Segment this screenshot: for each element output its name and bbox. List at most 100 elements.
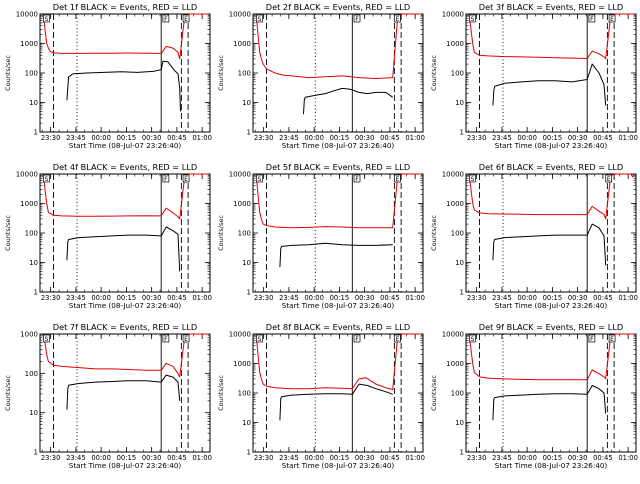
series-line-events — [303, 87, 393, 115]
x-tick-label: 23:30 — [467, 454, 487, 462]
flag-box — [608, 14, 616, 23]
x-tick-label: 01:00 — [618, 454, 638, 462]
x-axis-label: Start Time (08-Jul-07 23:26:40) — [495, 301, 608, 310]
y-tick-label: 100 — [25, 370, 38, 378]
flag-label: F — [590, 336, 594, 343]
x-tick-label: 01:00 — [405, 134, 425, 142]
y-tick-label: 1 — [460, 289, 464, 297]
x-tick-label: 00:45 — [167, 134, 187, 142]
y-axis-label: Counts/sec — [4, 55, 12, 91]
y-tick-label: 100 — [451, 70, 464, 78]
x-tick-label: 00:45 — [167, 454, 187, 462]
x-tick-label: 23:30 — [254, 454, 274, 462]
flag-box — [43, 334, 50, 343]
flag-label: S — [470, 176, 474, 183]
y-tick-label: 1 — [34, 289, 38, 297]
x-tick-label: 00:00 — [304, 294, 324, 302]
plot-frame — [252, 13, 424, 133]
flag-label: F — [164, 16, 168, 23]
flag-box — [469, 174, 476, 183]
x-axis-label: Start Time (08-Jul-07 23:26:40) — [282, 141, 395, 150]
series-line-lld — [468, 173, 635, 220]
flag-label: E — [610, 16, 614, 23]
y-tick-label: 100 — [238, 230, 251, 238]
flag-box — [394, 334, 401, 343]
chart-title: Det 3f BLACK = Events, RED = LLD — [479, 2, 623, 12]
flag-box — [162, 14, 170, 23]
flag-box — [182, 174, 190, 183]
y-tick-label: 10000 — [229, 331, 251, 339]
y-tick-label: 1000 — [233, 40, 251, 48]
x-tick-label: 23:30 — [41, 294, 61, 302]
x-axis-label: Start Time (08-Jul-07 23:26:40) — [282, 461, 395, 470]
x-axis-label: Start Time (08-Jul-07 23:26:40) — [282, 301, 395, 310]
chart-panel-2: Det 2f BLACK = Events, RED = LLD 1 10 100 10… — [217, 2, 425, 150]
x-tick-label: 23:45 — [66, 294, 86, 302]
y-tick-label: 100 — [25, 230, 38, 238]
y-tick-label: 1000 — [233, 360, 251, 368]
y-tick-label: 1000 — [233, 200, 251, 208]
x-tick-label: 00:00 — [304, 454, 324, 462]
x-tick-label: 00:45 — [167, 294, 187, 302]
x-tick-label: 23:30 — [467, 134, 487, 142]
y-tick-label: 10000 — [229, 171, 251, 179]
y-axis-label: Counts/sec — [217, 375, 225, 411]
y-axis-label: Counts/sec — [430, 215, 438, 251]
flag-label: S — [44, 16, 48, 23]
flag-label: E — [184, 336, 188, 343]
x-tick-label: 00:45 — [380, 134, 400, 142]
chart-panel-5: Det 5f BLACK = Events, RED = LLD 1 10 100 10… — [217, 162, 425, 310]
plot-frame — [39, 333, 211, 453]
flag-label: S — [44, 336, 48, 343]
x-axis-label: Start Time (08-Jul-07 23:26:40) — [69, 301, 182, 310]
y-tick-label: 100 — [238, 70, 251, 78]
x-tick-label: 00:00 — [517, 134, 537, 142]
flag-label: S — [470, 336, 474, 343]
chart-title: Det 2f BLACK = Events, RED = LLD — [266, 2, 410, 12]
x-axis-label: Start Time (08-Jul-07 23:26:40) — [495, 461, 608, 470]
flag-label: E — [184, 176, 188, 183]
series-line-events — [279, 383, 393, 421]
flag-label: S — [44, 176, 48, 183]
y-tick-label: 10 — [242, 259, 251, 267]
flag-box — [588, 334, 596, 343]
chart-title: Det 8f BLACK = Events, RED = LLD — [266, 322, 410, 332]
flag-label: S — [257, 176, 261, 183]
y-axis-label: Counts/sec — [217, 215, 225, 251]
x-tick-label: 01:00 — [192, 134, 212, 142]
x-tick-label: 23:30 — [41, 134, 61, 142]
x-tick-label: 23:45 — [279, 454, 299, 462]
y-tick-label: 10000 — [442, 11, 464, 19]
flag-label: E — [395, 16, 399, 23]
x-tick-label: 00:15 — [543, 134, 563, 142]
y-tick-label: 1 — [460, 129, 464, 137]
flag-label: F — [590, 16, 594, 23]
y-tick-label: 10 — [29, 259, 38, 267]
flag-box — [353, 334, 361, 343]
x-axis-label: Start Time (08-Jul-07 23:26:40) — [69, 461, 182, 470]
series-line-lld — [42, 333, 209, 378]
plot-frame — [465, 13, 637, 133]
series-line-lld — [468, 333, 635, 381]
x-tick-label: 01:00 — [618, 294, 638, 302]
x-tick-label: 00:30 — [568, 294, 588, 302]
y-tick-label: 1000 — [446, 200, 464, 208]
chart-title: Det 4f BLACK = Events, RED = LLD — [53, 162, 197, 172]
plot-frame — [252, 173, 424, 293]
y-tick-label: 10 — [29, 99, 38, 107]
y-tick-label: 10 — [242, 99, 251, 107]
x-tick-label: 23:45 — [492, 294, 512, 302]
x-tick-label: 00:15 — [330, 454, 350, 462]
x-tick-label: 23:30 — [41, 454, 61, 462]
y-tick-label: 10 — [242, 419, 251, 427]
y-axis-label: Counts/sec — [4, 375, 12, 411]
x-tick-label: 00:30 — [355, 454, 375, 462]
y-tick-label: 1000 — [20, 331, 38, 339]
series-line-lld — [42, 13, 209, 60]
x-tick-label: 00:45 — [380, 294, 400, 302]
flag-box — [588, 14, 596, 23]
flag-box — [256, 334, 263, 343]
x-tick-label: 00:15 — [543, 294, 563, 302]
x-tick-label: 00:30 — [355, 134, 375, 142]
x-tick-label: 23:30 — [254, 134, 274, 142]
